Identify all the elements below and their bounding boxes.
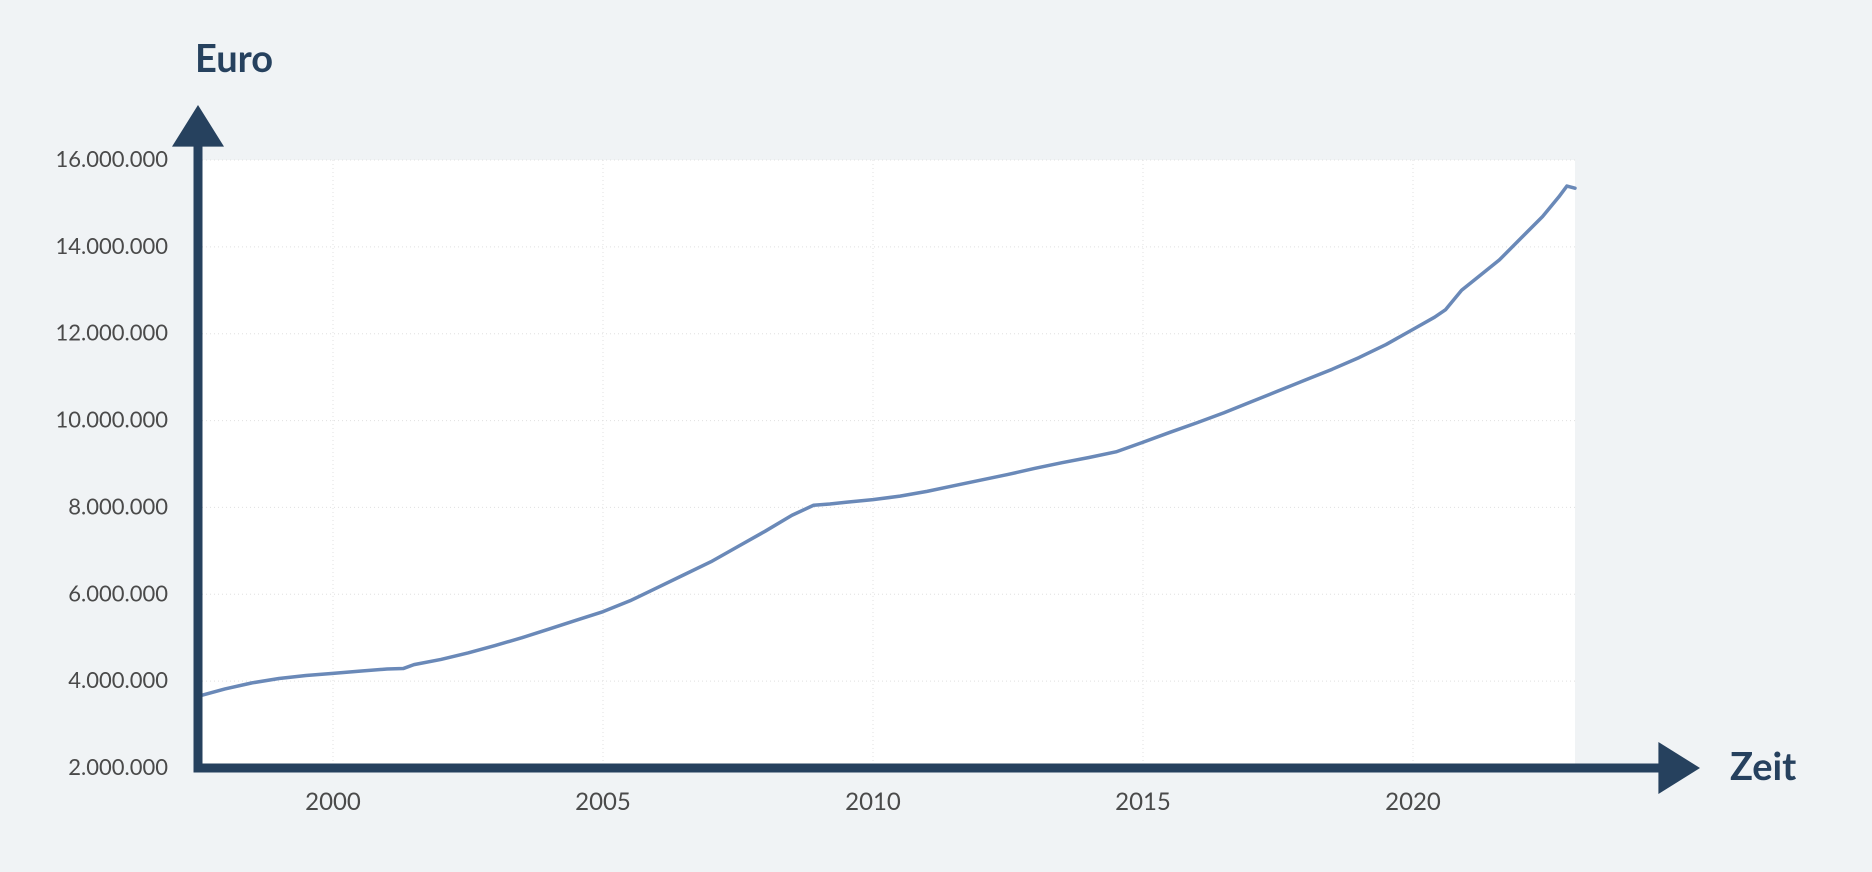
x-tick-label: 2000 [305,787,361,816]
y-tick-label: 10.000.000 [56,406,169,433]
x-tick-label: 2020 [1385,787,1441,816]
line-chart: 2000 2005 2010 2015 2020 2.000.000 4.000.000 6.… [0,0,1872,872]
chart-container: 2000 2005 2010 2015 2020 2.000.000 4.000.000 6.… [0,0,1872,872]
y-tick-label: 4.000.000 [68,666,168,693]
y-tick-label: 12.000.000 [56,319,169,346]
x-tick-label: 2010 [845,787,901,816]
y-tick-label: 6.000.000 [68,579,168,606]
y-tick-label: 16.000.000 [56,145,169,172]
x-axis-title: Zeit [1730,743,1796,789]
y-tick-label: 2.000.000 [68,753,168,780]
y-tick-label: 8.000.000 [68,492,168,519]
y-axis-title: Euro [195,35,273,81]
y-tick-label: 14.000.000 [56,232,169,259]
x-tick-label: 2005 [575,787,631,816]
x-tick-label: 2015 [1115,787,1171,816]
